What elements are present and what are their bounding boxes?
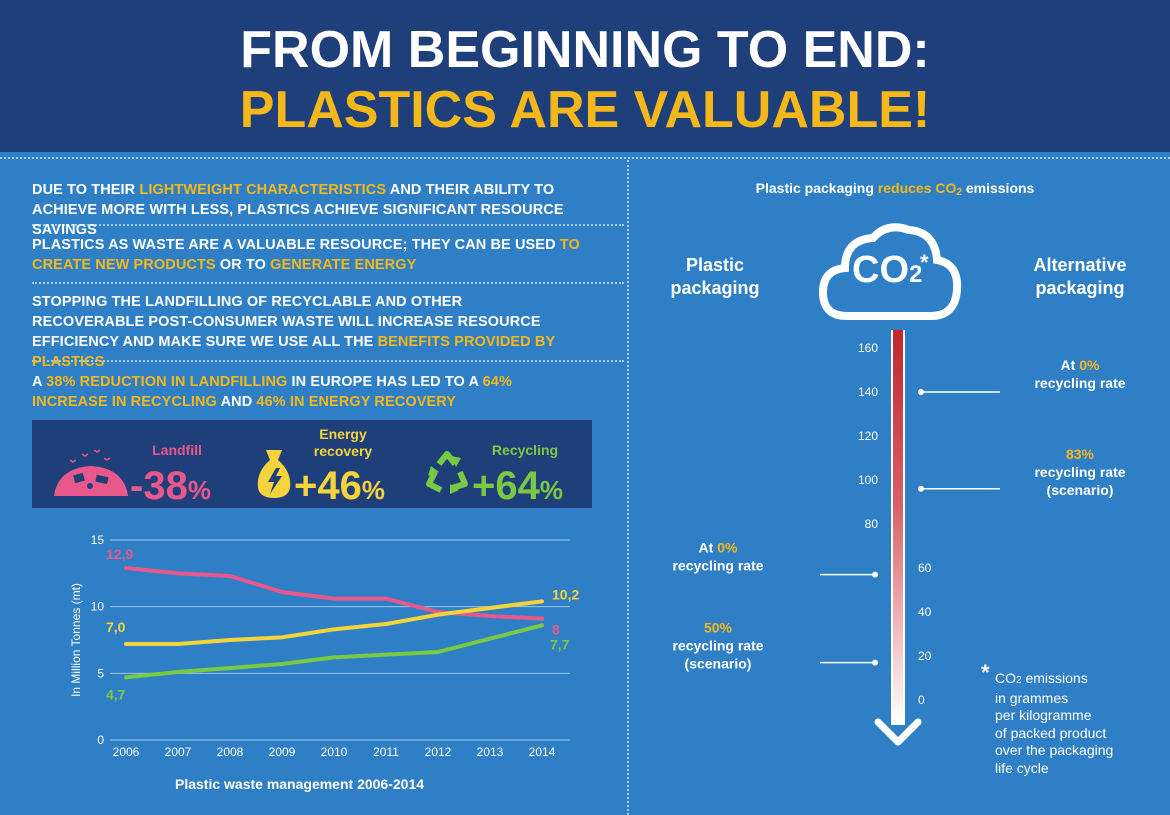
- marker-label-text: recycling rate: [672, 558, 763, 574]
- header-banner: FROM BEGINNING TO END: PLASTICS ARE VALU…: [0, 0, 1170, 152]
- series-line: [124, 623, 544, 680]
- divider-1: [32, 224, 624, 226]
- marker-label-text: recycling rate: [1034, 375, 1125, 391]
- series-start-label: 7,0: [106, 619, 126, 635]
- scale-tick-label: 140: [858, 385, 878, 399]
- x-tick-label: 2014: [529, 745, 556, 759]
- marker-dot: [918, 485, 924, 492]
- marker-label-rate: At 0%: [699, 540, 738, 556]
- landfill-icon: [54, 449, 128, 496]
- scale-tick-label: 100: [858, 473, 878, 487]
- alternative-packaging-heading: Alternative packaging: [1033, 255, 1127, 298]
- headline-line1: FROM BEGINNING TO END:: [240, 21, 930, 79]
- co2-title: Plastic packaging reduces CO2 emissions: [755, 180, 1035, 198]
- paragraph-waste-resource: PLASTICS AS WASTE ARE A VALUABLE RESOURC…: [32, 237, 580, 273]
- energy-value: +46%: [294, 464, 385, 508]
- y-axis-label: In Million Tonnes (mt): [69, 583, 83, 697]
- marker-label-text: recycling rate: [672, 638, 763, 654]
- energy-label: Energy recovery: [313, 426, 373, 459]
- series-line: [124, 599, 544, 646]
- recycling-label: Recycling: [491, 442, 559, 458]
- marker-label-rate: 50%: [704, 620, 733, 636]
- series-end-label: 7,7: [550, 636, 570, 652]
- series-start-label: 4,7: [106, 686, 126, 702]
- x-tick-label: 2013: [477, 745, 504, 759]
- landfill-value: -38%: [130, 464, 211, 508]
- x-tick-label: 2009: [269, 745, 296, 759]
- plastic-packaging-heading: Plastic packaging: [670, 255, 760, 298]
- arrow-head: [874, 718, 922, 746]
- scale-tick-label: 120: [858, 429, 878, 443]
- series-start-label: 12,9: [106, 546, 133, 562]
- x-tick-label: 2006: [113, 745, 140, 759]
- scale-tick-label: 40: [918, 605, 932, 619]
- scale-tick-label: 80: [865, 517, 879, 531]
- paragraph-lightweight: DUE TO THEIR LIGHTWEIGHT CHARACTERISTICS…: [32, 182, 564, 238]
- co2-footnote: * CO2 emissions in grammes per kilogramm…: [981, 660, 1114, 776]
- y-tick-label: 5: [97, 666, 104, 680]
- x-tick-label: 2008: [217, 745, 244, 759]
- thermometer-bar: [893, 330, 903, 722]
- x-tick-label: 2011: [373, 745, 399, 759]
- series-end-label: 8: [552, 622, 560, 638]
- marker-label-text: recycling rate: [1034, 464, 1125, 480]
- marker-label-rate: 83%: [1066, 446, 1095, 462]
- scale-tick-label: 20: [918, 649, 932, 663]
- x-tick-label: 2007: [165, 745, 192, 759]
- paragraph-reduction: A 38% REDUCTION IN LANDFILLING IN EUROPE…: [32, 374, 512, 410]
- marker-label-rate: At 0%: [1061, 357, 1100, 373]
- y-tick-label: 10: [91, 600, 105, 614]
- co2-scale: 0 20 40 60 80 100 120 140 160 At 0% recycling rate…: [672, 330, 1126, 746]
- y-tick-label: 15: [91, 533, 105, 547]
- divider-3: [32, 360, 624, 362]
- x-tick-label: 2012: [425, 745, 452, 759]
- x-tick-label: 2010: [321, 745, 348, 759]
- landfill-label: Landfill: [152, 442, 202, 458]
- stats-box: Landfill -38% Energy recovery +46% Recycl…: [32, 420, 592, 508]
- scale-tick-label: 0: [918, 693, 925, 707]
- divider-2: [32, 282, 624, 284]
- chart-caption: Plastic waste management 2006-2014: [175, 776, 425, 792]
- recycling-value: +64%: [472, 464, 563, 508]
- marker-label-scenario: (scenario): [1047, 482, 1114, 498]
- marker-dot: [872, 659, 878, 666]
- marker-label-scenario: (scenario): [685, 656, 752, 672]
- cloud-star: *: [920, 250, 929, 275]
- paragraph-landfilling: STOPPING THE LANDFILLING OF RECYCLABLE A…: [32, 294, 555, 370]
- scale-tick-label: 60: [918, 561, 932, 575]
- marker-dot: [918, 389, 924, 395]
- waste-line-chart: 0 5 10 15 2006 2007 2008 2009 2010 2011 2012 2013 20…: [69, 533, 579, 759]
- cloud-co2-text: CO2: [852, 249, 923, 291]
- divider-vertical: [627, 160, 629, 815]
- series-end-label: 10,2: [552, 586, 579, 602]
- footnote-star: *: [981, 660, 990, 685]
- co2-cloud-icon: [818, 223, 962, 320]
- y-tick-label: 0: [97, 733, 104, 747]
- headline-line2: PLASTICS ARE VALUABLE!: [239, 81, 931, 139]
- scale-tick-label: 160: [858, 341, 878, 355]
- recycle-icon: [426, 451, 468, 494]
- money-bag-icon: [257, 450, 291, 498]
- marker-dot: [872, 571, 878, 578]
- divider-top: [0, 157, 1170, 159]
